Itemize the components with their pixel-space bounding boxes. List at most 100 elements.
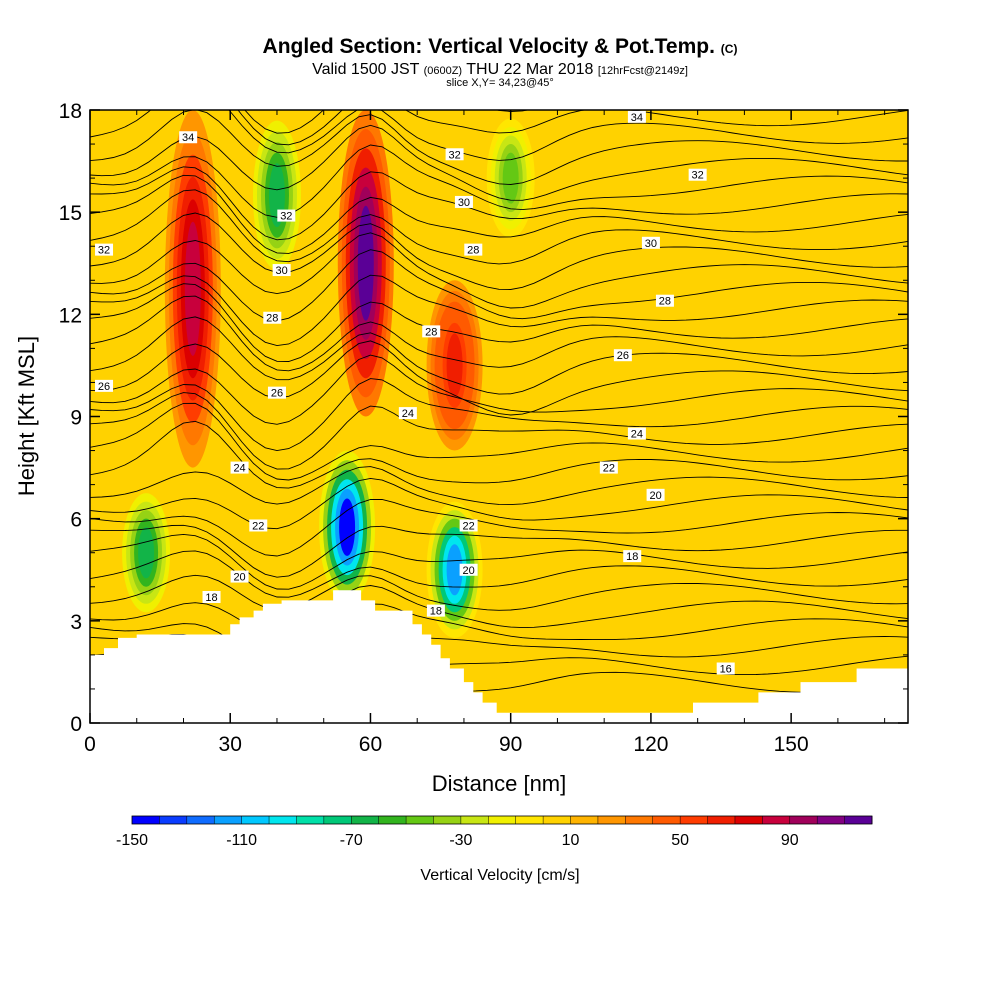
contour-label-14: 26 — [267, 386, 286, 400]
contour-label-text: 24 — [402, 408, 414, 420]
contour-label-text: 28 — [425, 326, 437, 338]
colorbar-swatch — [159, 816, 188, 824]
contour-label-text: 20 — [462, 565, 474, 577]
contour-labels: 34 34 32 32 32 32 30 30 30 28 28 28 28 26 26 26 24 24 24 22… — [95, 110, 735, 676]
contour-label-text: 26 — [617, 350, 629, 362]
theta-contour-17 — [90, 340, 908, 416]
contour-label-13: 26 — [95, 379, 114, 393]
colorbar-swatch — [734, 816, 763, 824]
theta-contour-26 — [90, 174, 908, 254]
colorbar-frame — [131, 815, 873, 825]
theta-contour-32 — [237, 110, 908, 146]
theta-contour-30 — [90, 110, 908, 185]
theta-contour-20 — [90, 283, 908, 362]
theta-contour-6 — [90, 550, 908, 598]
colorbar-swatch — [707, 816, 736, 824]
colorbar-swatch — [625, 816, 654, 824]
theta-contour-12 — [90, 420, 908, 489]
contour-label-text: 30 — [276, 265, 288, 277]
contour-label-text: 18 — [626, 551, 638, 563]
contour-label-8: 30 — [641, 236, 660, 250]
contour-label-text: 28 — [467, 245, 479, 257]
theta-contour-4 — [90, 585, 908, 633]
colorbar-swatch — [351, 816, 380, 824]
axes: 0 30 60 90 120 150 0 3 6 9 12 15 18 — [59, 100, 908, 756]
contour-label-text: 28 — [659, 296, 671, 308]
colorbar-swatch — [378, 816, 407, 824]
contour-label-text: 32 — [692, 170, 704, 182]
terrain-profile — [90, 590, 908, 723]
colorbar-swatch — [680, 816, 709, 824]
velocity-updraft-0-level-5 — [184, 221, 201, 356]
contour-label-text: 32 — [280, 211, 292, 223]
colorbar-label: -30 — [449, 832, 472, 849]
theta-contour-14 — [90, 392, 908, 470]
contour-label-text: 22 — [252, 520, 264, 532]
theta-contour-29 — [90, 124, 908, 201]
y-tick-label: 9 — [70, 407, 82, 430]
contour-label-22: 20 — [230, 570, 249, 584]
contour-label-text: 26 — [271, 388, 283, 400]
utc-time: (0600Z) — [423, 65, 463, 77]
contour-label-text: 20 — [233, 572, 245, 584]
chart-title: Angled Section: Vertical Velocity & Pot.… — [0, 36, 1000, 57]
terrain — [90, 590, 908, 723]
colorbar-swatch — [817, 816, 846, 824]
theta-contour-19 — [90, 295, 908, 372]
contour-label-4: 32 — [445, 148, 464, 161]
contour-label-text: 30 — [645, 238, 657, 250]
contour-label-text: 24 — [233, 463, 245, 475]
contour-label-text: 28 — [266, 313, 278, 325]
theta-contour-16 — [90, 354, 908, 425]
contour-label-11: 28 — [422, 325, 441, 338]
contour-label-7: 30 — [454, 195, 473, 209]
contour-label-26: 18 — [426, 604, 445, 618]
velocity-downdraft-5-level-5 — [339, 498, 356, 556]
contour-label-0: 34 — [179, 131, 198, 144]
colorbar-swatch — [789, 816, 818, 824]
theta-contour-24 — [90, 212, 908, 290]
contour-label-20: 22 — [459, 519, 478, 532]
valid-time: Valid 1500 JST — [312, 61, 420, 78]
contour-label-2: 32 — [95, 243, 114, 257]
contour-label-24: 20 — [646, 488, 665, 502]
contour-label-text: 22 — [462, 520, 474, 532]
y-axis-title: Height [Kft MSL] — [14, 336, 39, 496]
contour-label-12: 28 — [655, 294, 674, 308]
velocity-field — [90, 110, 908, 723]
theta-contour-31 — [90, 110, 908, 161]
contour-label-3: 32 — [277, 209, 296, 223]
theta-contour-11 — [90, 466, 908, 506]
colorbar-swatch — [597, 816, 626, 824]
x-tick-label: 30 — [219, 733, 242, 756]
colorbar-label: 10 — [562, 832, 580, 849]
colorbar-swatch — [652, 816, 681, 824]
colorbar-swatch — [406, 816, 434, 824]
x-tick-label: 0 — [84, 733, 96, 756]
velocity-downdraft-7-level-5 — [502, 152, 519, 204]
contour-label-text: 18 — [430, 606, 442, 618]
x-tick-label: 90 — [499, 733, 522, 756]
velocity-updraft-1-level-5 — [357, 205, 374, 321]
colorbar-swatch — [543, 816, 572, 824]
contour-label-28: 16 — [716, 662, 735, 676]
theta-contour-25 — [90, 189, 908, 265]
contour-label-text: 16 — [720, 664, 732, 676]
theta-contour-23 — [90, 232, 908, 309]
colorbar-swatch — [214, 816, 243, 824]
colorbar-label: -110 — [226, 832, 257, 849]
y-tick-label: 12 — [59, 304, 82, 327]
valid-date: THU 22 Mar 2018 — [466, 61, 594, 78]
theta-contour-10 — [90, 477, 908, 530]
velocity-updraft-2-level-5 — [446, 333, 463, 398]
chart-subtitle: Valid 1500 JST (0600Z) THU 22 Mar 2018 [… — [0, 62, 1000, 78]
chart-title-text: Angled Section: Vertical Velocity & Pot.… — [262, 35, 715, 58]
theta-contour-21 — [90, 274, 908, 347]
contour-label-text: 32 — [448, 149, 460, 161]
colorbar-swatch — [762, 816, 791, 824]
x-tick-label: 120 — [633, 733, 668, 756]
y-tick-label: 0 — [70, 713, 82, 736]
colorbar: -150 -110 -70 -30 10 50 90 — [116, 815, 873, 849]
velocity-downdraft-6-level-5 — [446, 544, 463, 596]
